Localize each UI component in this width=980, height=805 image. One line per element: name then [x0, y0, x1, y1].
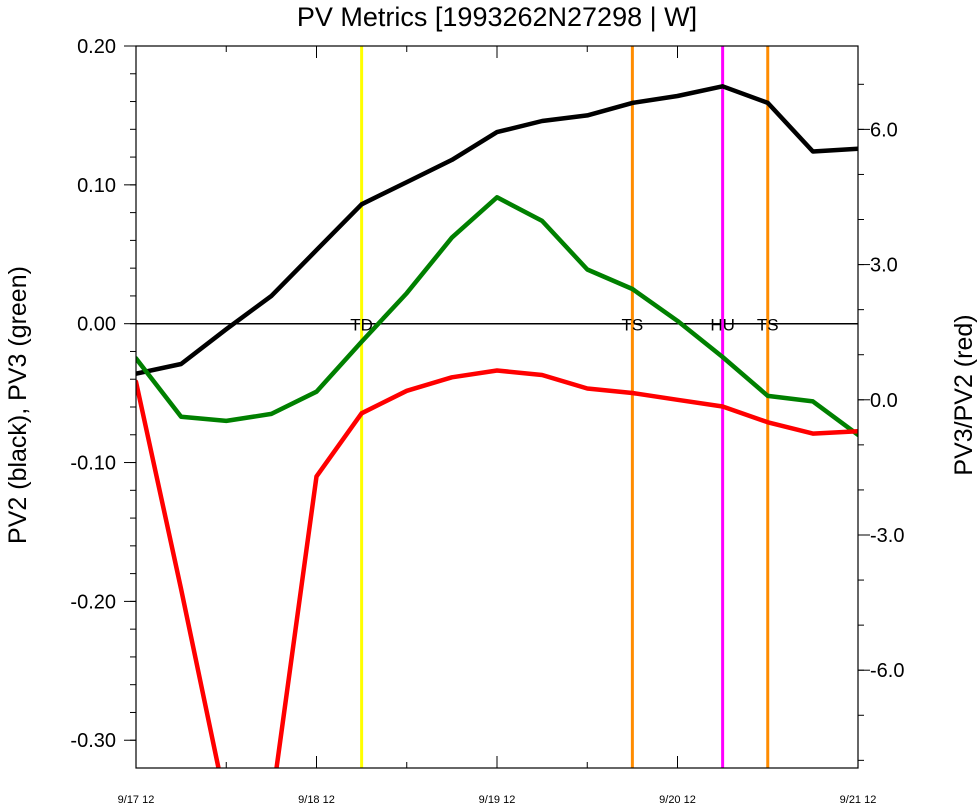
event-label-ts: TS	[757, 316, 779, 335]
event-label-ts: TS	[622, 316, 644, 335]
event-label-hu: HU	[710, 316, 735, 335]
x-tick-label: 9/20 12	[659, 794, 696, 805]
pv3-line	[136, 195, 858, 438]
y-left-tick-label: 0.00	[77, 314, 116, 336]
event-label-td: TD	[350, 316, 373, 335]
y-left-tick-label: -0.20	[70, 591, 116, 613]
y-left-tick-label: 0.10	[77, 175, 116, 197]
x-tick-label: 9/19 12	[479, 794, 516, 805]
y-left-tick-label: -0.30	[70, 730, 116, 752]
x-tick-label: 9/21 12	[840, 794, 877, 805]
y-axis-right-label: PV3/PV2 (red)	[950, 314, 978, 475]
x-tick-label: 9/18 12	[298, 794, 335, 805]
y-right-tick-label: -6.0	[870, 660, 904, 682]
plot-frame	[135, 45, 859, 769]
y-left-tick-label: 0.20	[77, 36, 116, 58]
y-right-tick-label: 0.0	[870, 390, 898, 412]
pv3-pv2-ratio-line	[136, 368, 858, 768]
y-right-tick-label: 6.0	[870, 119, 898, 141]
x-tick-label: 9/17 12	[118, 794, 155, 805]
y-right-tick-label: 3.0	[870, 255, 898, 277]
y-left-tick-label: -0.10	[70, 453, 116, 475]
pv2-line	[136, 84, 858, 376]
chart-title: PV Metrics [1993262N27298 | W]	[297, 2, 697, 32]
y-axis-left-label: PV2 (black), PV3 (green)	[4, 266, 32, 544]
y-right-tick-label: -3.0	[870, 525, 904, 547]
